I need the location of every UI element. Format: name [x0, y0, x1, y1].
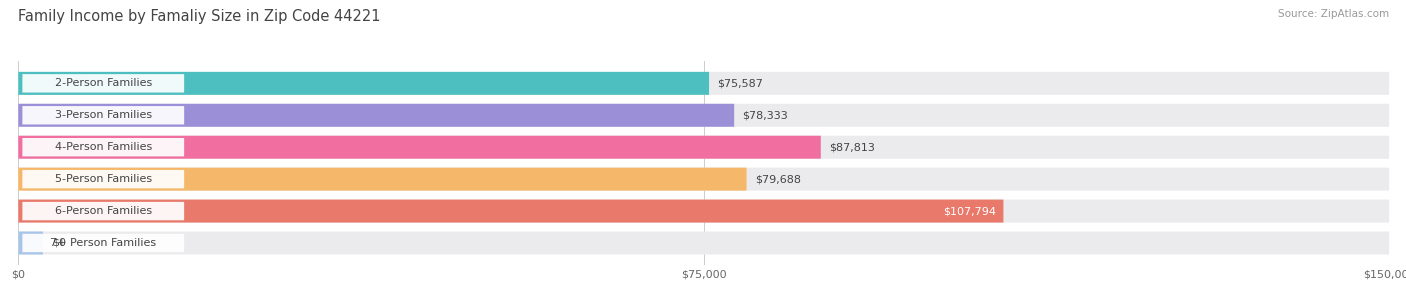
FancyBboxPatch shape	[18, 168, 1389, 191]
FancyBboxPatch shape	[18, 72, 1389, 95]
Text: Source: ZipAtlas.com: Source: ZipAtlas.com	[1278, 9, 1389, 19]
FancyBboxPatch shape	[22, 202, 184, 220]
FancyBboxPatch shape	[18, 72, 709, 95]
Text: 2-Person Families: 2-Person Families	[55, 78, 152, 88]
Text: $78,333: $78,333	[742, 110, 789, 120]
FancyBboxPatch shape	[18, 104, 734, 127]
Text: Family Income by Famaliy Size in Zip Code 44221: Family Income by Famaliy Size in Zip Cod…	[18, 9, 381, 24]
FancyBboxPatch shape	[22, 74, 184, 92]
FancyBboxPatch shape	[18, 199, 1004, 223]
Text: 5-Person Families: 5-Person Families	[55, 174, 152, 184]
Text: 4-Person Families: 4-Person Families	[55, 142, 152, 152]
FancyBboxPatch shape	[22, 170, 184, 188]
Text: 6-Person Families: 6-Person Families	[55, 206, 152, 216]
Text: $79,688: $79,688	[755, 174, 801, 184]
Text: $87,813: $87,813	[830, 142, 875, 152]
FancyBboxPatch shape	[18, 231, 1389, 254]
FancyBboxPatch shape	[18, 168, 747, 191]
FancyBboxPatch shape	[18, 199, 1389, 223]
FancyBboxPatch shape	[18, 231, 44, 254]
FancyBboxPatch shape	[18, 136, 1389, 159]
Text: 7+ Person Families: 7+ Person Families	[51, 238, 156, 248]
Text: 3-Person Families: 3-Person Families	[55, 110, 152, 120]
FancyBboxPatch shape	[22, 106, 184, 124]
FancyBboxPatch shape	[22, 138, 184, 156]
FancyBboxPatch shape	[18, 136, 821, 159]
Text: $0: $0	[52, 238, 66, 248]
Text: $107,794: $107,794	[943, 206, 997, 216]
Text: $75,587: $75,587	[717, 78, 763, 88]
FancyBboxPatch shape	[22, 234, 184, 252]
FancyBboxPatch shape	[18, 104, 1389, 127]
